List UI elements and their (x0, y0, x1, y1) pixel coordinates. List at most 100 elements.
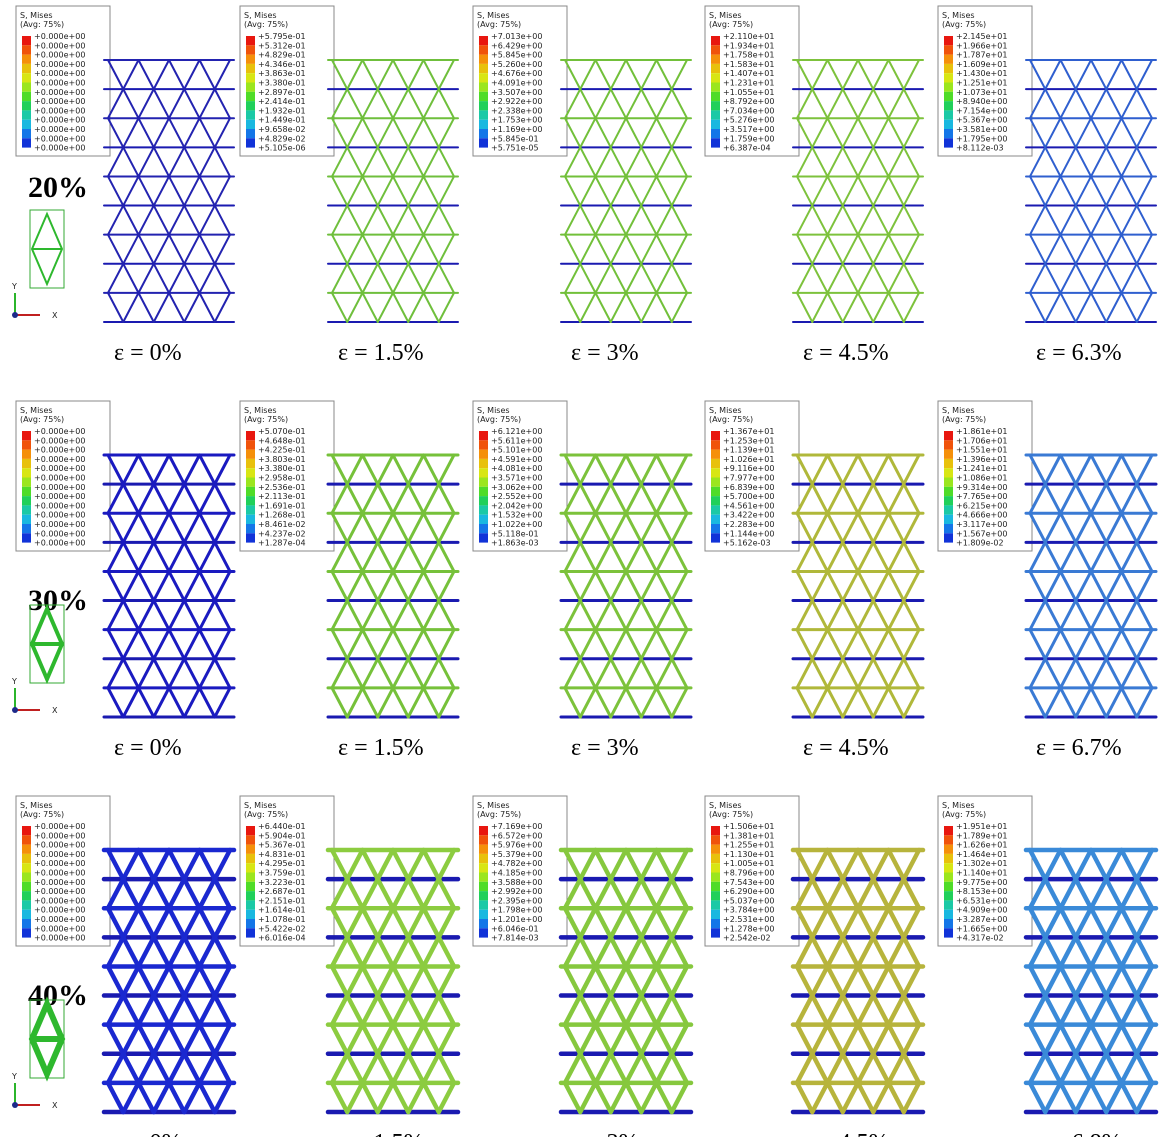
lattice-strut (408, 571, 423, 600)
legend-value: +1.078e-01 (258, 915, 306, 924)
legend-band (479, 431, 488, 440)
lattice-strut (797, 206, 812, 235)
lattice-strut (1091, 147, 1106, 176)
legend-band (22, 55, 31, 64)
lattice-strut (565, 1083, 580, 1112)
legend-band (246, 431, 255, 440)
lattice-strut (123, 601, 138, 630)
strain-label: ε = 4.5% (803, 735, 889, 761)
lattice-strut (108, 601, 123, 630)
lattice-strut (1061, 1025, 1076, 1054)
lattice-strut (858, 688, 873, 717)
lattice-strut (672, 571, 687, 600)
legend-value: +6.121e+00 (491, 427, 542, 436)
lattice-strut (828, 264, 843, 293)
legend-value: +1.665e+00 (956, 924, 1007, 933)
lattice-strut (169, 659, 184, 688)
legend-value: +1.201e+00 (491, 915, 542, 924)
lattice-strut (1045, 1083, 1060, 1112)
lattice-strut (154, 601, 169, 630)
lattice-strut (378, 176, 393, 205)
lattice-strut (1061, 571, 1076, 600)
legend-value: +7.814e-03 (491, 934, 539, 943)
lattice-strut (184, 484, 199, 513)
lattice-strut (169, 513, 184, 542)
lattice-strut (1045, 1054, 1060, 1083)
lattice-strut (347, 659, 362, 688)
legend-value: +1.787e+01 (956, 51, 1007, 60)
lattice-strut (123, 206, 138, 235)
lattice-strut (363, 455, 378, 484)
lattice-strut (439, 1025, 454, 1054)
legend-title: S, Mises (477, 406, 510, 415)
lattice-strut (439, 542, 454, 571)
lattice-strut (1137, 688, 1152, 717)
lattice-strut (611, 850, 626, 879)
legend-value: +1.251e+01 (956, 79, 1007, 88)
legend-band (711, 64, 720, 73)
legend-value: +1.951e+01 (956, 822, 1007, 831)
legend-band (711, 36, 720, 45)
lattice-strut (169, 60, 184, 89)
legend-value: +5.976e+00 (491, 841, 542, 850)
legend-band (711, 440, 720, 449)
lattice-strut (123, 542, 138, 571)
legend-band (246, 73, 255, 82)
lattice-strut (611, 937, 626, 966)
lattice-strut (123, 484, 138, 513)
legend-value: +5.260e+00 (491, 60, 542, 69)
lattice-strut (1045, 1025, 1060, 1054)
lattice-strut (580, 1054, 595, 1083)
lattice-strut (424, 89, 439, 118)
lattice-strut (139, 176, 154, 205)
legend-value: +1.861e+01 (956, 427, 1007, 436)
lattice-strut (154, 484, 169, 513)
lattice-strut (672, 118, 687, 147)
lattice-strut (1137, 235, 1152, 264)
lattice-strut (1045, 996, 1060, 1025)
legend-band (944, 55, 953, 64)
legend-value: +3.784e+00 (723, 906, 774, 915)
legend-value: +1.430e+01 (956, 69, 1007, 78)
lattice-strut (169, 293, 184, 322)
lattice-strut (393, 60, 408, 89)
legend-band (246, 487, 255, 496)
lattice-strut (797, 601, 812, 630)
legend-value: +5.422e-02 (258, 924, 306, 933)
lattice-strut (439, 1083, 454, 1112)
lattice-strut (873, 937, 888, 966)
lattice-strut (424, 206, 439, 235)
lattice-strut (626, 147, 641, 176)
lattice-strut (1106, 89, 1121, 118)
lattice-strut (123, 89, 138, 118)
lattice-strut (1076, 1083, 1091, 1112)
lattice-strut (1106, 293, 1121, 322)
lattice-strut (889, 264, 904, 293)
lattice (328, 850, 458, 1112)
lattice-strut (378, 850, 393, 879)
lattice-strut (1045, 630, 1060, 659)
legend-band (479, 863, 488, 872)
lattice-strut (843, 89, 858, 118)
lattice-strut (657, 996, 672, 1025)
legend-band (22, 515, 31, 524)
lattice-strut (611, 630, 626, 659)
lattice-strut (332, 1025, 347, 1054)
legend-band (711, 129, 720, 138)
lattice-strut (812, 630, 827, 659)
lattice-strut (378, 147, 393, 176)
lattice-strut (424, 542, 439, 571)
lattice-strut (424, 60, 439, 89)
lattice-strut (672, 293, 687, 322)
lattice-strut (641, 601, 656, 630)
lattice-strut (439, 455, 454, 484)
lattice-strut (843, 206, 858, 235)
lattice-strut (873, 879, 888, 908)
lattice-strut (378, 206, 393, 235)
lattice-strut (439, 601, 454, 630)
lattice-strut (1045, 206, 1060, 235)
lattice-strut (378, 455, 393, 484)
legend-band (944, 845, 953, 854)
legend-value: +0.000e+00 (34, 501, 85, 510)
lattice-strut (904, 850, 919, 879)
